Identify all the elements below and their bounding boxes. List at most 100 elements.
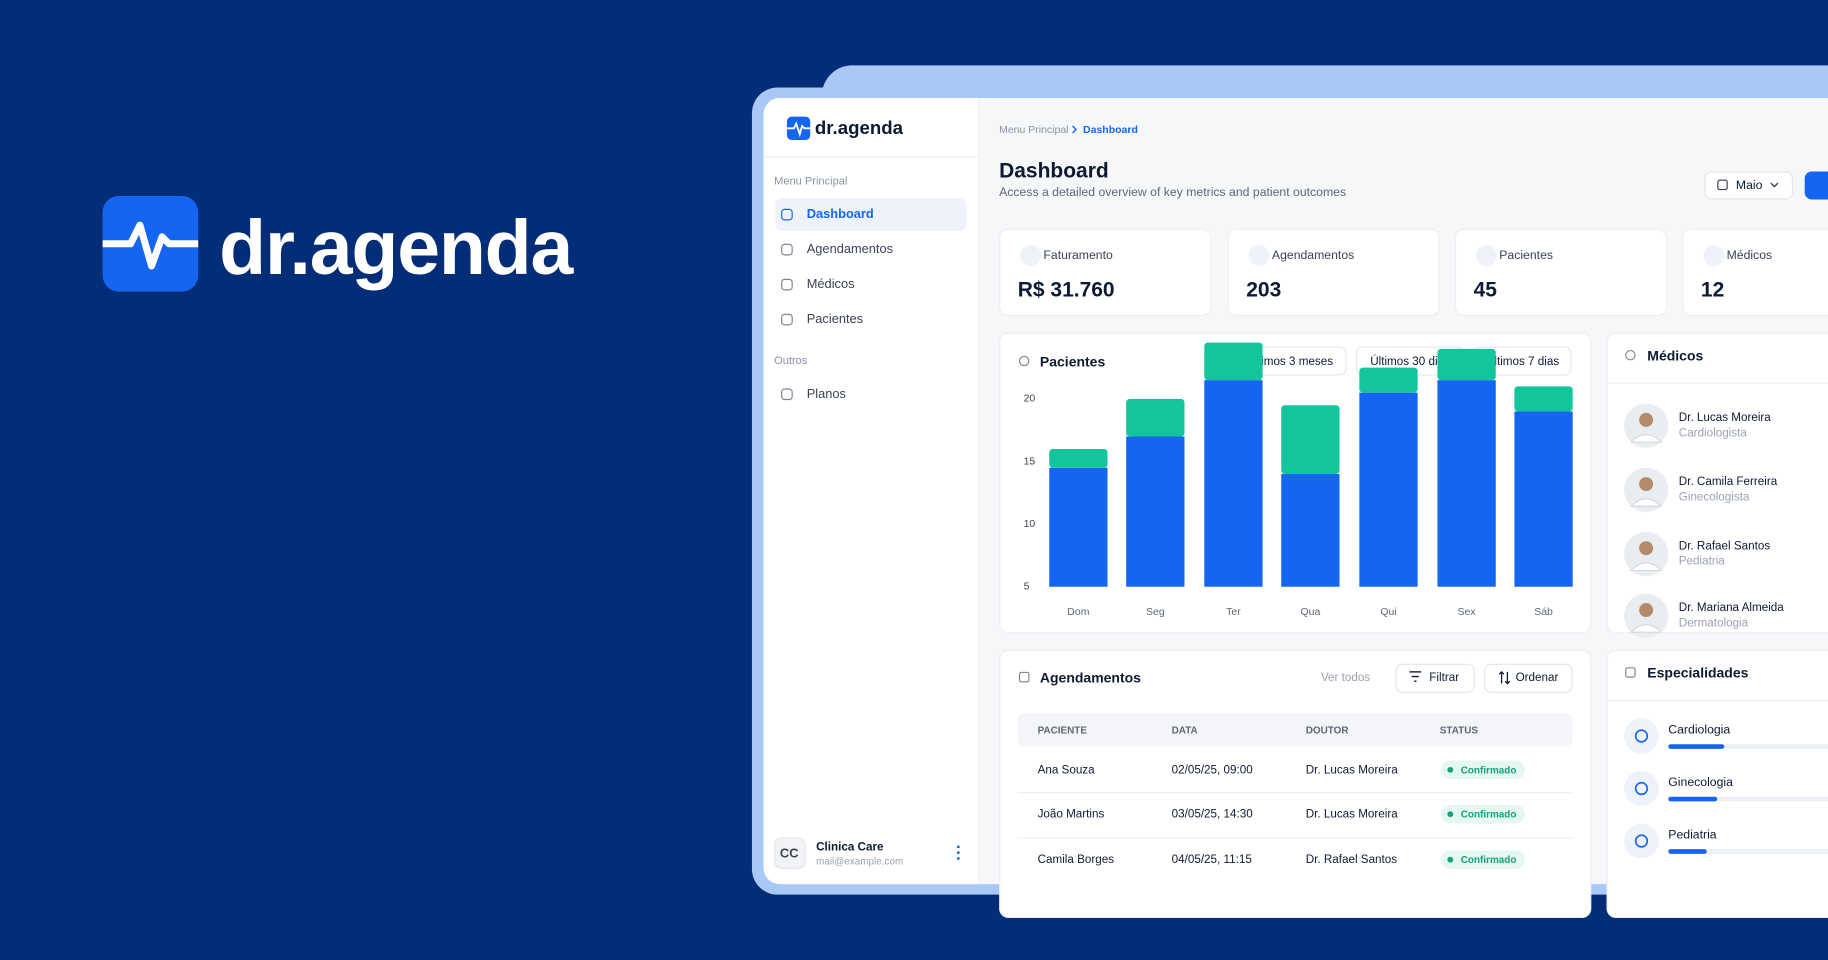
row-divider xyxy=(1017,837,1573,839)
stat-card xyxy=(1227,228,1440,317)
page-subtitle: Access a detailed overview of key metric… xyxy=(999,185,1347,200)
sort-label: Ordenar xyxy=(1515,671,1559,685)
stat-value: 12 xyxy=(1700,277,1725,301)
user-name: Clinica Care xyxy=(816,840,884,854)
table-column: DATA xyxy=(1171,723,1198,736)
stat-value: 203 xyxy=(1246,277,1282,301)
doctor-specialty: Ginecologista xyxy=(1678,490,1750,504)
table-header xyxy=(1017,712,1573,747)
progress-track xyxy=(1668,796,1828,802)
status-label: Confirmado xyxy=(1460,807,1517,820)
table-cell: Dr. Rafael Santos xyxy=(1305,853,1398,867)
doctors-divider xyxy=(1606,382,1828,384)
chart-icon xyxy=(1018,355,1030,367)
table-cell: Dr. Lucas Moreira xyxy=(1305,807,1398,821)
doctor-name: Dr. Rafael Santos xyxy=(1678,539,1771,553)
stat-value: R$ 31.760 xyxy=(1017,277,1115,301)
month-label: Maio xyxy=(1735,178,1763,193)
sidebar-item[interactable]: Pacientes xyxy=(806,312,864,327)
breadcrumb-current: Dashboard xyxy=(1083,123,1138,136)
table-cell: 04/05/25, 11:15 xyxy=(1171,853,1252,867)
user-initials: CC xyxy=(779,846,799,861)
page-title: Dashboard xyxy=(999,158,1109,182)
table-cell: 02/05/25, 09:00 xyxy=(1171,763,1253,777)
sidebar-item-icon xyxy=(781,278,793,291)
user-avatar xyxy=(774,837,806,870)
row-divider xyxy=(1017,792,1573,794)
table-cell: Dr. Lucas Moreira xyxy=(1305,763,1398,777)
sidebar-section-title: Menu Principal xyxy=(774,174,848,188)
sidebar-item-icon xyxy=(781,208,793,221)
progress-track xyxy=(1668,849,1828,854)
sidebar-item-icon xyxy=(781,243,793,256)
sidebar-item-icon xyxy=(781,388,793,401)
month-icon xyxy=(1717,179,1728,191)
view-all[interactable]: Ver todos xyxy=(1320,671,1371,685)
status-label: Confirmado xyxy=(1460,763,1517,776)
filter-button[interactable] xyxy=(1395,663,1475,693)
stat-label: Médicos xyxy=(1726,248,1773,263)
brand-icon xyxy=(102,195,199,292)
doctor-specialty: Cardiologista xyxy=(1678,426,1747,440)
sidebar-item[interactable]: Agendamentos xyxy=(806,242,894,257)
table-cell: 03/05/25, 14:30 xyxy=(1171,807,1253,821)
stat-label: Faturamento xyxy=(1043,248,1113,263)
specialties-title: Especialidades xyxy=(1647,664,1749,682)
stat-card xyxy=(1682,228,1828,317)
specialties-icon xyxy=(1625,667,1636,678)
stat-card xyxy=(1454,228,1668,317)
sidebar-item[interactable]: Médicos xyxy=(806,277,855,292)
chart-title: Pacientes xyxy=(1039,353,1106,370)
status-pill xyxy=(1440,804,1525,824)
filter-label[interactable]: Últimos 3 meses xyxy=(1246,355,1334,369)
filter-label[interactable]: Últimos 30 dias xyxy=(1370,355,1450,369)
status-pill xyxy=(1440,760,1525,780)
sidebar-section-title: Outros xyxy=(774,354,808,368)
breadcrumb-item: Menu Principal xyxy=(999,123,1069,136)
doctors-title: Médicos xyxy=(1647,347,1704,364)
table-cell: João Martins xyxy=(1037,807,1105,821)
sort-button[interactable] xyxy=(1484,663,1573,693)
specialty-name: Pediatria xyxy=(1668,828,1717,843)
appointments-card xyxy=(999,649,1592,919)
stat-label: Agendamentos xyxy=(1271,248,1355,263)
table-cell: Ana Souza xyxy=(1037,763,1095,777)
sidebar-logo-text: dr.agenda xyxy=(814,118,904,139)
stat-card xyxy=(999,228,1212,317)
export-button[interactable] xyxy=(1804,171,1828,200)
progress-fill xyxy=(1668,796,1718,802)
sidebar-item-icon xyxy=(781,313,793,326)
table-column: DOUTOR xyxy=(1305,723,1349,736)
table-column: PACIENTE xyxy=(1037,723,1087,736)
doctor-name: Dr. Camila Ferreira xyxy=(1678,475,1778,489)
sidebar-divider xyxy=(763,156,980,158)
progress-fill xyxy=(1668,849,1707,854)
stat-label: Pacientes xyxy=(1499,248,1554,263)
table-cell: Camila Borges xyxy=(1037,853,1115,867)
user-email: mail@example.com xyxy=(816,854,904,867)
status-pill xyxy=(1440,850,1525,870)
table-column: STATUS xyxy=(1439,723,1478,736)
specialties-divider xyxy=(1606,699,1828,702)
doctor-name: Dr. Mariana Almeida xyxy=(1678,601,1784,615)
chart-card xyxy=(999,332,1592,634)
appointments-title: Agendamentos xyxy=(1039,669,1141,686)
progress-fill xyxy=(1668,744,1725,749)
month-button[interactable] xyxy=(1704,171,1794,200)
status-label: Confirmado xyxy=(1460,853,1517,865)
progress-track xyxy=(1668,744,1828,749)
doctor-specialty: Dermatologia xyxy=(1678,616,1749,630)
doctors-icon xyxy=(1625,349,1636,361)
brand-pulse xyxy=(102,221,199,270)
specialty-name: Cardiologia xyxy=(1668,723,1731,738)
stat-value: 45 xyxy=(1473,277,1497,301)
sidebar-item[interactable]: Dashboard xyxy=(806,207,874,222)
appointments-icon xyxy=(1018,671,1030,683)
brand-name: dr.agenda xyxy=(219,204,573,291)
specialty-name: Ginecologia xyxy=(1668,775,1733,790)
filter-label: Filtrar xyxy=(1429,671,1460,685)
sidebar-item[interactable]: Planos xyxy=(806,387,846,402)
filter-label[interactable]: Últimos 7 dias xyxy=(1485,355,1560,369)
